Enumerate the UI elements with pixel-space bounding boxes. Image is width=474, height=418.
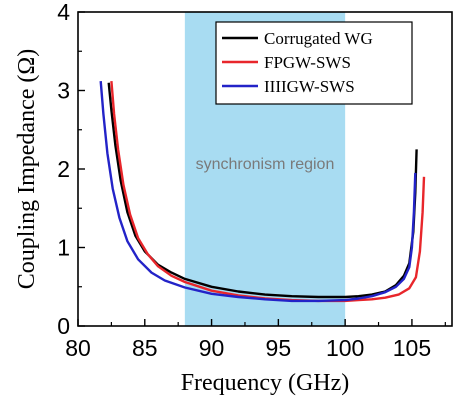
y-axis-title: Coupling Impedance (Ω) — [14, 49, 40, 289]
series-line-1 — [107, 82, 418, 299]
x-tick-label: 105 — [393, 335, 431, 361]
series-line-3 — [99, 81, 417, 303]
ticks-layer: 80 85 90 95 100 105 0 1 2 3 4 — [57, 0, 446, 361]
y-tick-label: 2 — [57, 156, 70, 182]
y-tick-label: 4 — [57, 0, 70, 25]
x-tick-label: 80 — [65, 335, 91, 361]
x-tick-label: 85 — [132, 335, 158, 361]
synchronism-label: synchronism region — [196, 156, 335, 173]
y-tick-label: 0 — [57, 313, 70, 339]
legend-label: FPGW-SWS — [264, 53, 351, 72]
y-tick-label: 1 — [57, 235, 70, 261]
legend-label: Corrugated WG — [264, 29, 373, 48]
legend-label: IIIIGW-SWS — [264, 77, 355, 96]
x-tick-label: 95 — [266, 335, 292, 361]
x-tick-label: 90 — [199, 335, 225, 361]
legend: Corrugated WG FPGW-SWS IIIIGW-SWS — [215, 21, 413, 105]
series-layer — [99, 81, 426, 303]
y-tick-label: 3 — [57, 78, 70, 104]
x-tick-label: 100 — [326, 335, 364, 361]
x-axis-title: Frequency (GHz) — [181, 370, 350, 396]
